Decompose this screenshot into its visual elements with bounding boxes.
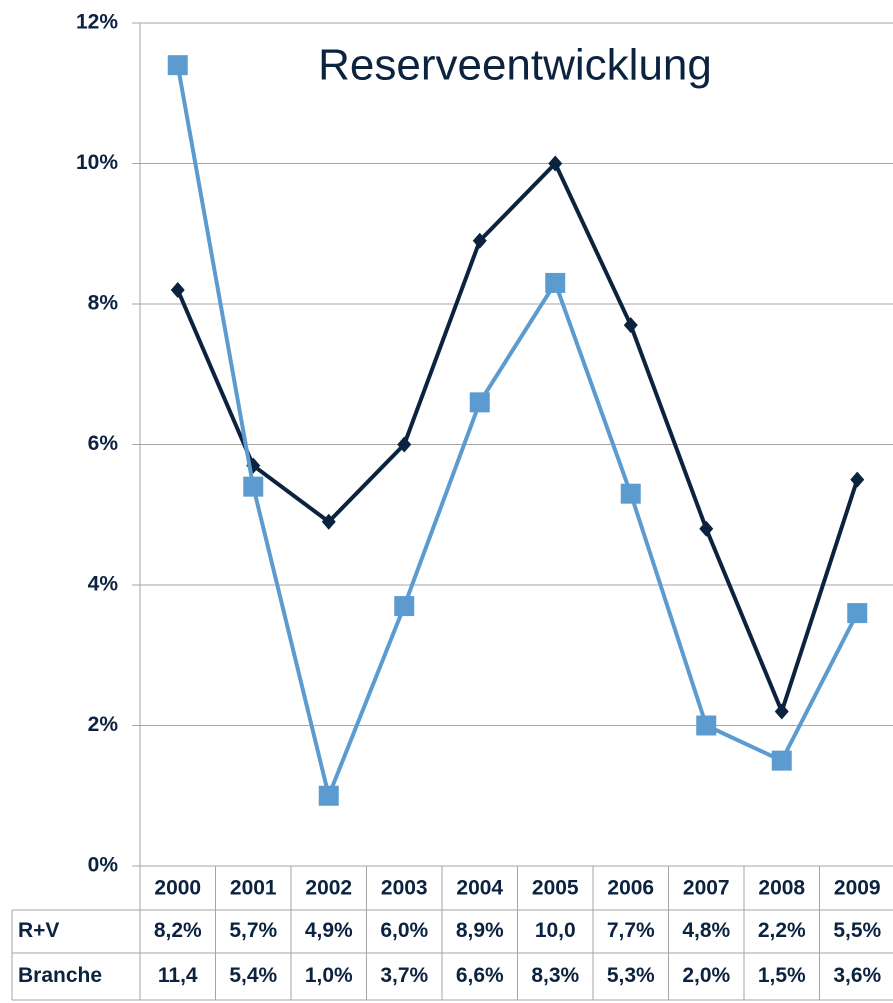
x-tick-label: 2006 xyxy=(607,877,654,900)
data-label: 6,6% xyxy=(456,964,504,987)
series-line xyxy=(175,161,860,714)
marker xyxy=(472,232,487,249)
y-tick-label: 10% xyxy=(76,151,118,174)
marker xyxy=(167,55,188,76)
data-label: 1,5% xyxy=(758,964,806,987)
data-label: 1,0% xyxy=(305,964,353,987)
y-tick-label: 12% xyxy=(76,11,118,34)
x-tick-label: 2004 xyxy=(456,877,503,900)
marker xyxy=(699,520,714,537)
data-label: 8,2% xyxy=(154,919,202,942)
data-label: 2,2% xyxy=(758,919,806,942)
x-tick-label: 2007 xyxy=(683,877,730,900)
marker xyxy=(847,603,868,624)
data-label: 2,0% xyxy=(682,964,730,987)
x-tick-label: 2000 xyxy=(154,877,201,900)
data-label: 5,4% xyxy=(229,964,277,987)
marker xyxy=(620,483,641,504)
x-tick-label: 2002 xyxy=(305,877,352,900)
marker xyxy=(850,471,865,488)
marker xyxy=(771,750,792,771)
data-label: 6,0% xyxy=(380,919,428,942)
x-tick-label: 2008 xyxy=(758,877,805,900)
data-label: 8,3% xyxy=(531,964,579,987)
legend-label: Branche xyxy=(18,964,102,987)
chart-title: Reserveentwicklung xyxy=(318,41,712,90)
y-tick-label: 2% xyxy=(88,713,119,736)
data-label: 5,5% xyxy=(833,919,881,942)
marker xyxy=(397,436,412,453)
marker xyxy=(321,513,336,530)
data-label: 4,9% xyxy=(305,919,353,942)
data-label: 5,3% xyxy=(607,964,655,987)
x-tick-label: 2003 xyxy=(381,877,428,900)
data-label: 10,0 xyxy=(535,919,576,942)
legend-label: R+V xyxy=(18,919,59,942)
marker xyxy=(696,715,717,736)
marker xyxy=(394,596,415,617)
marker xyxy=(545,272,566,293)
x-tick-label: 2001 xyxy=(230,877,277,900)
marker xyxy=(774,703,789,720)
y-tick-label: 8% xyxy=(88,292,119,315)
data-label: 11,4 xyxy=(158,964,198,987)
marker xyxy=(469,392,490,413)
marker xyxy=(170,281,185,298)
y-tick-label: 4% xyxy=(88,573,119,596)
x-tick-label: 2009 xyxy=(834,877,881,900)
marker xyxy=(243,476,264,497)
data-label: 8,9% xyxy=(456,919,504,942)
data-label: 3,7% xyxy=(380,964,428,987)
marker xyxy=(318,785,339,806)
series-line xyxy=(175,64,860,798)
y-tick-label: 6% xyxy=(88,432,119,455)
data-label: 3,6% xyxy=(833,964,881,987)
data-label: 5,7% xyxy=(229,919,277,942)
y-tick-label: 0% xyxy=(88,854,119,877)
x-tick-label: 2005 xyxy=(532,877,579,900)
marker xyxy=(548,155,563,172)
data-label: 4,8% xyxy=(682,919,730,942)
data-label: 7,7% xyxy=(607,919,655,942)
marker xyxy=(623,317,638,334)
